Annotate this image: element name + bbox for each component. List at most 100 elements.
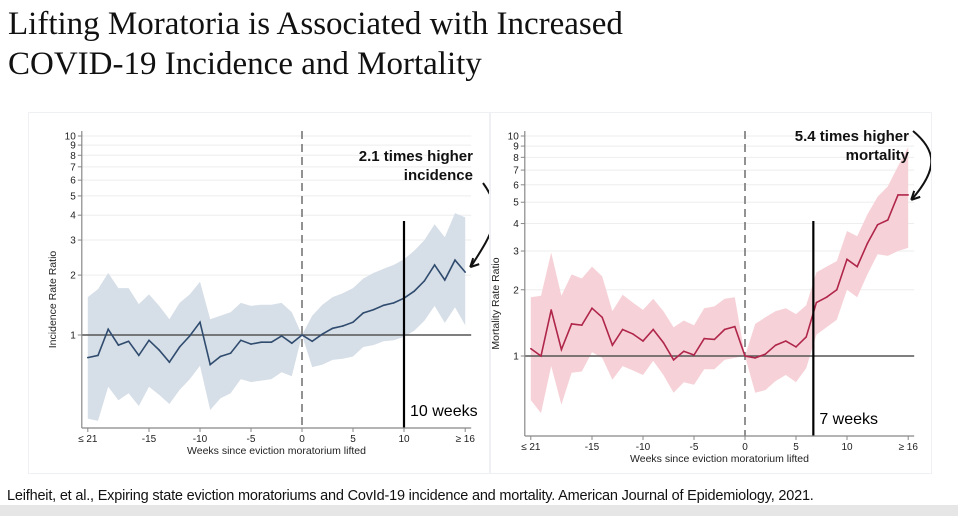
data-point: [774, 344, 777, 346]
y-tick-label: 1: [513, 352, 519, 363]
confidence-band: [87, 213, 466, 421]
data-point: [785, 340, 787, 342]
data-point: [168, 361, 171, 363]
rate-ratio-line: [87, 258, 466, 367]
y-tick-label: 4: [513, 219, 519, 230]
y-tick-label: 8: [70, 151, 76, 162]
data-point: [876, 223, 879, 226]
y-tick-label: 3: [70, 236, 76, 247]
annotation-arrow: [911, 130, 933, 200]
data-point: [464, 271, 467, 273]
y-axis-title: Mortality Rate Ratio: [491, 257, 502, 349]
data-point: [270, 341, 273, 344]
data-point: [209, 363, 211, 366]
data-point: [611, 344, 614, 346]
data-point: [754, 357, 756, 359]
data-point: [362, 312, 365, 314]
x-tick-label: 5: [350, 434, 356, 445]
data-point: [856, 265, 858, 268]
title-line-2: COVID-19 Incidence and Mortality: [8, 46, 482, 82]
y-tick-label: 6: [513, 180, 519, 191]
data-point: [734, 325, 736, 328]
y-tick-label: 8: [513, 153, 519, 164]
data-point: [713, 338, 716, 341]
data-point: [632, 333, 634, 335]
data-point: [107, 328, 109, 330]
data-point: [321, 333, 324, 335]
y-tick-label: 10: [508, 132, 520, 143]
data-point: [138, 354, 140, 357]
arrow-head-icon: [469, 257, 480, 269]
incidence-chart-panel: 10 weeks 1 2 3 4 5 6 7 8 9 10 ≤ 21 -15 -10 -5 0 5 10 ≥ 16 W…: [28, 112, 496, 474]
x-tick-label: -15: [585, 442, 600, 453]
data-point: [260, 341, 262, 344]
data-point: [444, 279, 446, 281]
y-tick-label: 7: [513, 166, 519, 177]
arrow-head-icon: [910, 190, 921, 201]
data-point: [570, 323, 573, 325]
data-point: [723, 328, 726, 331]
slide-title: Lifting Moratoria is Associated with Inc…: [8, 4, 623, 84]
data-point: [642, 340, 644, 342]
y-tick-label: 9: [70, 141, 76, 152]
data-point: [219, 355, 222, 358]
data-point: [693, 354, 695, 356]
weeks-marker-label: 7 weeks: [819, 411, 878, 428]
citation-text: Leifheit, et al., Expiring state evictio…: [7, 488, 814, 504]
data-point: [178, 346, 181, 348]
x-tick-label: -15: [142, 434, 157, 445]
data-point: [540, 355, 542, 357]
data-point: [331, 327, 334, 330]
data-point: [393, 302, 395, 304]
data-point: [601, 316, 603, 319]
data-point: [887, 219, 889, 221]
data-point: [683, 350, 685, 353]
x-tick-label: 5: [793, 442, 799, 453]
data-point: [413, 290, 416, 292]
x-tick-label: 0: [742, 442, 748, 453]
y-tick-label: 1: [70, 331, 76, 342]
data-point: [530, 347, 532, 350]
data-point: [311, 340, 314, 343]
data-point: [866, 242, 869, 245]
data-point: [372, 308, 375, 311]
mortality-chart-panel: 7 weeks 1 2 3 4 5 6 7 8 9 10 ≤ 21 -15 -10 -5 0 5 10 ≥ 16 We…: [490, 112, 933, 474]
annotation-line-1: 5.4 times higher: [795, 128, 909, 145]
bottom-bar: [0, 505, 958, 516]
data-point: [158, 349, 160, 351]
data-point: [250, 343, 252, 345]
x-tick-label: ≥ 16: [456, 434, 476, 445]
data-point: [795, 346, 797, 348]
confidence-band: [530, 147, 909, 414]
data-point: [301, 334, 303, 336]
data-point: [652, 328, 654, 331]
y-axis-title: Incidence Rate Ratio: [47, 251, 59, 349]
data-point: [581, 324, 583, 327]
data-point: [117, 344, 120, 346]
data-point: [836, 288, 838, 291]
y-tick-label: 3: [513, 247, 519, 258]
annotation-line-2: mortality: [846, 147, 910, 164]
data-point: [352, 321, 354, 323]
annotation-line-1: 2.1 times higher: [359, 148, 473, 165]
data-point: [744, 355, 746, 357]
data-point: [805, 336, 807, 338]
data-point: [825, 296, 828, 299]
x-tick-label: ≤ 21: [521, 442, 541, 453]
title-line-1: Lifting Moratoria is Associated with Inc…: [8, 6, 623, 42]
data-point: [87, 356, 89, 359]
y-tick-label: 9: [513, 142, 519, 153]
data-point: [382, 304, 385, 307]
data-point: [621, 328, 624, 331]
data-point: [433, 264, 436, 266]
data-point: [199, 321, 201, 323]
data-point: [423, 280, 426, 282]
x-tick-label: -5: [247, 434, 256, 445]
data-point: [703, 337, 705, 340]
x-tick-label: 0: [299, 434, 305, 445]
x-axis-title: Weeks since eviction moratorium lifted: [187, 445, 366, 457]
rate-ratio-line: [530, 194, 909, 362]
data-point: [672, 359, 675, 361]
